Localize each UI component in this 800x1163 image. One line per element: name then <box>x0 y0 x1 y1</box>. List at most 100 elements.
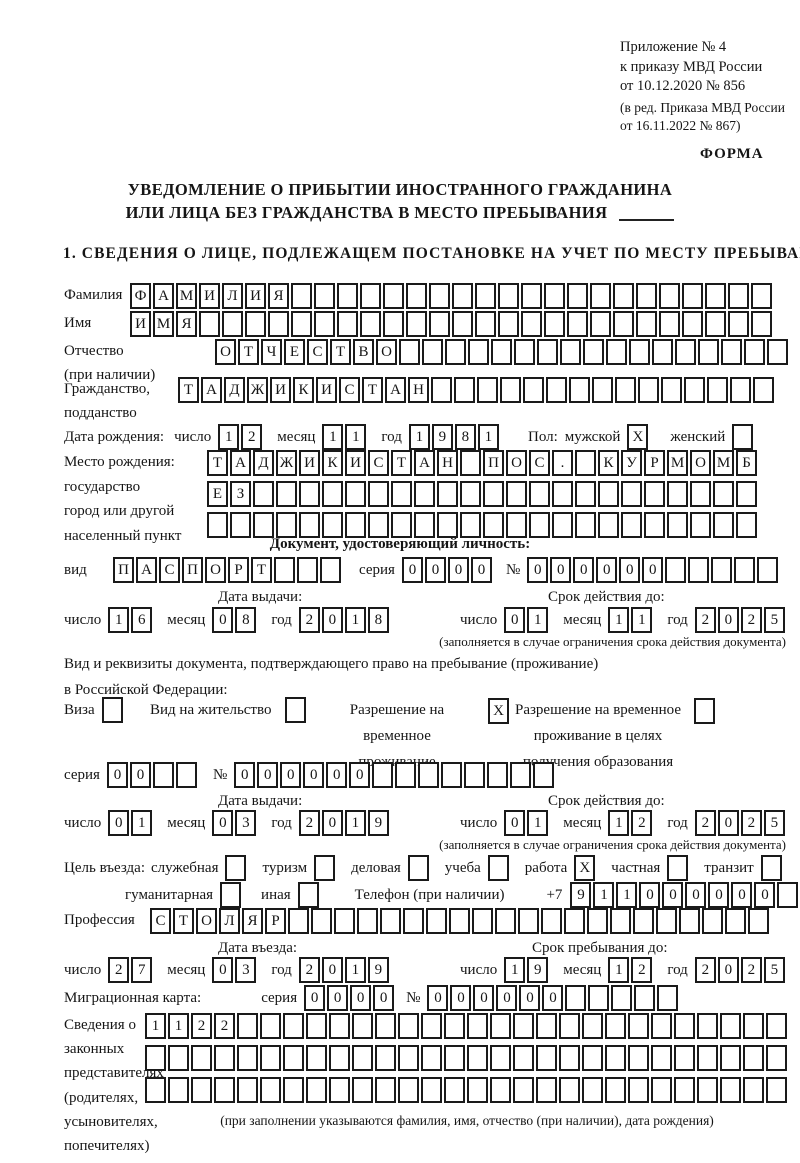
char-box[interactable] <box>329 1045 350 1071</box>
char-box[interactable] <box>606 339 627 365</box>
char-box[interactable]: О <box>690 450 711 476</box>
char-box[interactable] <box>711 557 733 583</box>
char-box[interactable]: Д <box>253 450 274 476</box>
char-box[interactable]: Ж <box>276 450 297 476</box>
char-box[interactable]: Б <box>736 450 757 476</box>
char-box[interactable] <box>449 908 470 934</box>
char-box[interactable] <box>697 1077 718 1103</box>
char-box[interactable]: 1 <box>608 810 630 836</box>
char-box[interactable] <box>713 512 734 538</box>
char-box[interactable] <box>391 512 412 538</box>
char-box[interactable] <box>391 481 412 507</box>
char-box[interactable]: О <box>196 908 217 934</box>
char-box[interactable] <box>544 311 565 337</box>
char-box[interactable] <box>357 908 378 934</box>
char-box[interactable] <box>467 1013 488 1039</box>
char-box[interactable] <box>245 311 266 337</box>
char-box[interactable]: М <box>713 450 734 476</box>
option-temp-residence-checkbox[interactable]: X <box>488 698 509 724</box>
char-box[interactable]: И <box>245 283 266 309</box>
char-box[interactable]: Р <box>228 557 249 583</box>
char-box[interactable]: 0 <box>327 985 349 1011</box>
char-box[interactable] <box>345 512 366 538</box>
char-box[interactable] <box>276 512 297 538</box>
char-box[interactable] <box>661 377 682 403</box>
char-box[interactable] <box>429 283 450 309</box>
char-box[interactable] <box>777 882 799 908</box>
char-box[interactable] <box>651 1077 672 1103</box>
char-box[interactable]: 1 <box>527 810 549 836</box>
char-box[interactable] <box>682 283 703 309</box>
purpose-business-checkbox[interactable] <box>407 855 429 881</box>
char-box[interactable]: 9 <box>367 810 389 836</box>
char-box[interactable]: 0 <box>212 957 234 983</box>
char-box[interactable]: 0 <box>708 882 730 908</box>
char-box[interactable]: 0 <box>280 762 302 788</box>
char-box[interactable] <box>467 1045 488 1071</box>
char-box[interactable]: 2 <box>740 607 762 633</box>
char-box[interactable] <box>651 1045 672 1071</box>
char-box[interactable] <box>460 450 481 476</box>
char-box[interactable] <box>237 1077 258 1103</box>
char-box[interactable] <box>253 481 274 507</box>
char-box[interactable] <box>633 908 654 934</box>
char-box[interactable] <box>697 1013 718 1039</box>
char-box[interactable]: 1 <box>131 810 153 836</box>
char-box[interactable] <box>352 1013 373 1039</box>
char-box[interactable]: 0 <box>234 762 256 788</box>
char-box[interactable] <box>491 339 512 365</box>
char-box[interactable] <box>306 1013 327 1039</box>
char-box[interactable]: 0 <box>106 762 128 788</box>
char-box[interactable] <box>314 283 335 309</box>
char-box[interactable]: 0 <box>496 985 518 1011</box>
char-box[interactable] <box>536 1045 557 1071</box>
char-box[interactable]: Я <box>268 283 289 309</box>
char-box[interactable]: Д <box>224 377 245 403</box>
char-box[interactable] <box>337 283 358 309</box>
char-box[interactable] <box>214 1045 235 1071</box>
char-box[interactable] <box>454 377 475 403</box>
char-box[interactable] <box>634 985 656 1011</box>
char-box[interactable]: 0 <box>642 557 664 583</box>
char-box[interactable] <box>567 311 588 337</box>
char-box[interactable] <box>730 377 751 403</box>
char-box[interactable]: Т <box>391 450 412 476</box>
char-box[interactable]: 5 <box>763 810 785 836</box>
char-box[interactable]: 7 <box>131 957 153 983</box>
char-box[interactable] <box>444 1077 465 1103</box>
char-box[interactable]: 0 <box>257 762 279 788</box>
char-box[interactable] <box>398 1077 419 1103</box>
char-box[interactable]: И <box>316 377 337 403</box>
char-box[interactable]: И <box>199 283 220 309</box>
char-box[interactable] <box>567 283 588 309</box>
char-box[interactable] <box>487 762 509 788</box>
char-box[interactable] <box>352 1045 373 1071</box>
char-box[interactable] <box>734 557 756 583</box>
char-box[interactable]: 2 <box>298 957 320 983</box>
char-box[interactable] <box>383 311 404 337</box>
char-box[interactable]: А <box>414 450 435 476</box>
char-box[interactable] <box>334 908 355 934</box>
char-box[interactable]: 1 <box>477 424 499 450</box>
char-box[interactable] <box>753 377 774 403</box>
char-box[interactable] <box>644 512 665 538</box>
char-box[interactable] <box>621 481 642 507</box>
char-box[interactable]: 0 <box>685 882 707 908</box>
char-box[interactable]: З <box>230 481 251 507</box>
char-box[interactable] <box>472 908 493 934</box>
char-box[interactable]: С <box>159 557 180 583</box>
char-box[interactable] <box>751 283 772 309</box>
char-box[interactable] <box>191 1077 212 1103</box>
char-box[interactable]: С <box>150 908 171 934</box>
char-box[interactable]: 0 <box>350 985 372 1011</box>
